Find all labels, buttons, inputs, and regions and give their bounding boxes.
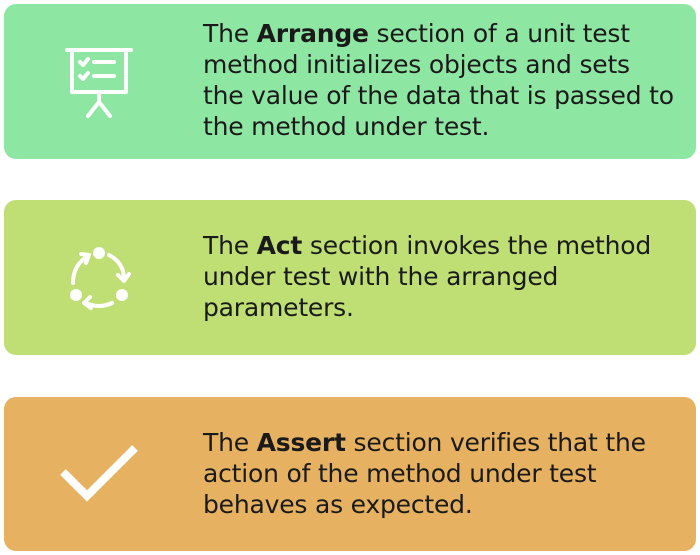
assert-keyword: Assert (256, 428, 346, 457)
arrange-keyword: Arrange (256, 19, 369, 48)
presentation-board-icon (44, 27, 154, 137)
act-keyword: Act (256, 231, 303, 260)
arrange-description: The Arrange section of a unit test metho… (203, 19, 674, 141)
assert-card: The Assert section verifies that the act… (4, 397, 696, 551)
arrange-card: The Arrange section of a unit test metho… (4, 4, 696, 159)
checkmark-icon (44, 419, 154, 529)
act-description: The Act section invokes the method under… (203, 231, 652, 322)
cycle-arrows-icon (44, 223, 154, 333)
act-card: The Act section invokes the method under… (4, 200, 696, 355)
assert-description: The Assert section verifies that the act… (203, 428, 646, 519)
